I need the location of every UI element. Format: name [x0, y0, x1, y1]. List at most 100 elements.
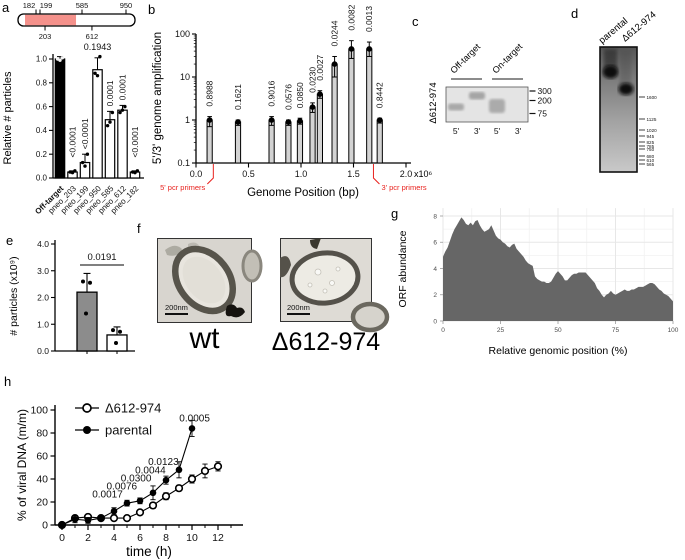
- p-value-label: 0.0005: [179, 414, 210, 425]
- panel-g-chart: ORF abundance Relative genomic position …: [397, 208, 679, 357]
- data-point: [98, 54, 102, 59]
- schematic-tick-label: 199: [40, 1, 53, 10]
- bar: [309, 106, 316, 164]
- y-tick-label: 6: [433, 240, 437, 247]
- y-tick-label: 0.6: [36, 102, 48, 111]
- data-marker-Δ612-974: [213, 462, 223, 471]
- panel-a-y-axis-label: Relative # particles: [2, 71, 14, 164]
- x-tick-label: 12: [212, 532, 224, 544]
- bar: [296, 120, 304, 164]
- vacuole: [314, 268, 322, 276]
- data-point: [111, 328, 115, 333]
- y-tick-label: 4.0: [37, 239, 49, 249]
- bar: [104, 119, 116, 179]
- data-marker: [206, 117, 213, 123]
- virus-particle: [289, 250, 361, 306]
- ladder-label: 945: [647, 134, 655, 139]
- scale-bar-label: 200nm: [165, 303, 188, 312]
- primer-annotation-line: [372, 164, 380, 185]
- genome-highlight-region: [25, 14, 77, 26]
- legend-label: Δ612-974: [105, 401, 161, 416]
- bar: [331, 63, 338, 164]
- y-tick-label: 1.0: [37, 319, 49, 329]
- panel-label-d: d: [571, 6, 579, 21]
- panel-b-x-axis-label: Genome Position (bp): [247, 187, 359, 199]
- ladder-label: 565: [647, 162, 655, 167]
- y-tick-label: 0.0: [36, 174, 48, 183]
- legend-label: parental: [105, 423, 152, 438]
- ladder-label: 825: [647, 140, 655, 145]
- panel-c-row-label: Δ612-974: [428, 82, 439, 123]
- data-marker: [376, 117, 383, 123]
- ladder-label: 610: [647, 158, 655, 163]
- data-marker: [348, 46, 355, 52]
- debris-dark: [280, 256, 291, 278]
- schematic-tick-label: 203: [39, 32, 52, 41]
- orf-abundance-area: [443, 217, 673, 321]
- marker-label: 75: [538, 109, 548, 119]
- y-tick-label: 80: [36, 428, 48, 440]
- marker-label: 200: [538, 96, 552, 106]
- data-point: [133, 170, 137, 175]
- gel-band-delta: [618, 83, 634, 95]
- data-point: [88, 280, 92, 285]
- genome-bar: [17, 13, 136, 27]
- em-image-wt: 200nm: [157, 238, 263, 323]
- bar: [117, 109, 128, 179]
- p-value-label: 0.8988: [205, 80, 215, 106]
- data-point: [93, 71, 97, 75]
- panel-a-schematic: 182 199 585 950 203 612: [17, 1, 136, 41]
- em-image-delta: 200nm: [280, 238, 390, 333]
- data-marker: [317, 91, 323, 97]
- panel-c-group-offtarget: Off-target: [448, 41, 482, 75]
- y-tick-label: 40: [36, 474, 48, 486]
- data-point: [73, 169, 77, 173]
- data-point: [80, 160, 85, 165]
- p-value-label: 0.0191: [87, 252, 116, 263]
- data-marker: [309, 104, 316, 110]
- y-tick-label: 2.0: [37, 293, 49, 303]
- y-tick-label: 3.0: [37, 266, 49, 276]
- primer-annotation-label: 5' pcr primers: [160, 183, 205, 192]
- debris: [165, 245, 182, 256]
- schematic-tick-label: 950: [120, 1, 133, 10]
- ladder-label: 680: [647, 154, 655, 159]
- vacuole: [335, 266, 341, 272]
- panel-b-axis-multiplier: x10⁶: [414, 169, 433, 179]
- p-value-label: <0.0001: [130, 126, 140, 157]
- data-marker-Δ612-974: [174, 484, 184, 493]
- primer-annotation-label: 3' pcr primers: [381, 183, 426, 192]
- data-marker-Δ612-974: [187, 474, 197, 484]
- p-value-label: 0.0230: [308, 67, 318, 93]
- bar: [79, 161, 91, 179]
- panel-label-h: h: [4, 374, 12, 389]
- p-value-label: 0.0076: [107, 481, 138, 492]
- y-tick-label: 0.8: [36, 79, 48, 88]
- x-tick-label: 0: [59, 532, 65, 544]
- p-value-label: 0.9016: [267, 80, 277, 106]
- y-tick-label: 60: [36, 451, 48, 463]
- p-value-label: 0.0082: [346, 4, 356, 30]
- y-tick-label: 2: [433, 292, 437, 299]
- data-marker: [366, 46, 373, 52]
- data-point: [105, 123, 110, 128]
- bar: [376, 119, 383, 164]
- p-value-label: 0.0017: [92, 489, 123, 500]
- x-tick-label: 75: [612, 327, 620, 334]
- data-point: [135, 169, 140, 173]
- data-point: [120, 108, 125, 112]
- y-tick-label: 0: [42, 520, 48, 532]
- lane-label: 3': [474, 126, 481, 136]
- data-marker-parental: [175, 466, 183, 474]
- data-marker-Δ612-974: [161, 492, 171, 501]
- x-tick-label: 1.0: [295, 169, 308, 179]
- panel-b-chart: 5'/3' genome amplification Genome Positi…: [152, 4, 433, 199]
- data-point: [85, 152, 90, 156]
- x-tick-label: 8: [163, 532, 169, 544]
- x-tick-label: 2: [85, 532, 91, 544]
- data-marker-parental: [123, 499, 131, 507]
- ladder-label: 785: [647, 144, 655, 149]
- p-value-label: 0.0044: [135, 465, 166, 476]
- debris-dark: [225, 304, 245, 318]
